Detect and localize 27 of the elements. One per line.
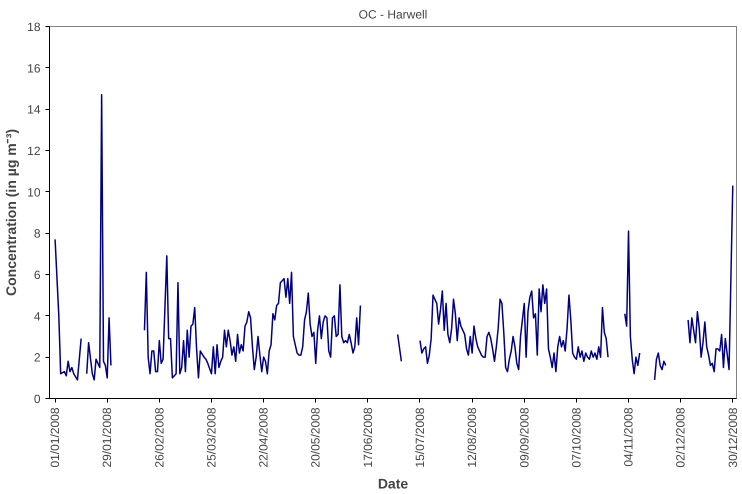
y-tick-label: 16 [27,61,41,76]
y-axis-title: Concentration (in µg m⁻³) [3,128,20,296]
x-tick-label: 29/01/2008 [100,407,114,468]
x-tick-label: 12/08/2008 [465,407,480,468]
y-tick-label: 10 [27,185,41,200]
x-tick-label: 01/01/2008 [48,407,62,468]
y-tick-label: 12 [27,144,41,158]
y-tick-label: 6 [34,268,41,282]
y-tick-label: 0 [34,392,41,406]
x-tick-label: 04/11/2008 [622,407,636,467]
x-tick-label: 20/05/2008 [308,407,323,468]
x-tick-label: 22/04/2008 [256,407,271,468]
x-tick-label: 30/12/2008 [726,407,740,468]
y-tick-label: 8 [34,226,41,241]
y-tick-label: 2 [34,350,41,365]
x-tick-label: 26/02/2008 [152,407,166,468]
y-tick-label: 18 [27,20,41,34]
x-tick-label: 02/12/2008 [674,407,688,468]
x-tick-label: 17/06/2008 [360,407,375,468]
x-tick-label: 25/03/2008 [204,407,218,468]
x-tick-label: 15/07/2008 [412,407,427,468]
x-tick-label: 09/09/2008 [517,407,532,468]
chart-title: OC - Harwell [358,8,428,22]
y-tick-label: 14 [27,102,41,117]
x-tick-label: 07/10/2008 [569,407,584,468]
x-axis-title: Date [378,476,408,492]
y-tick-label: 4 [34,309,41,324]
